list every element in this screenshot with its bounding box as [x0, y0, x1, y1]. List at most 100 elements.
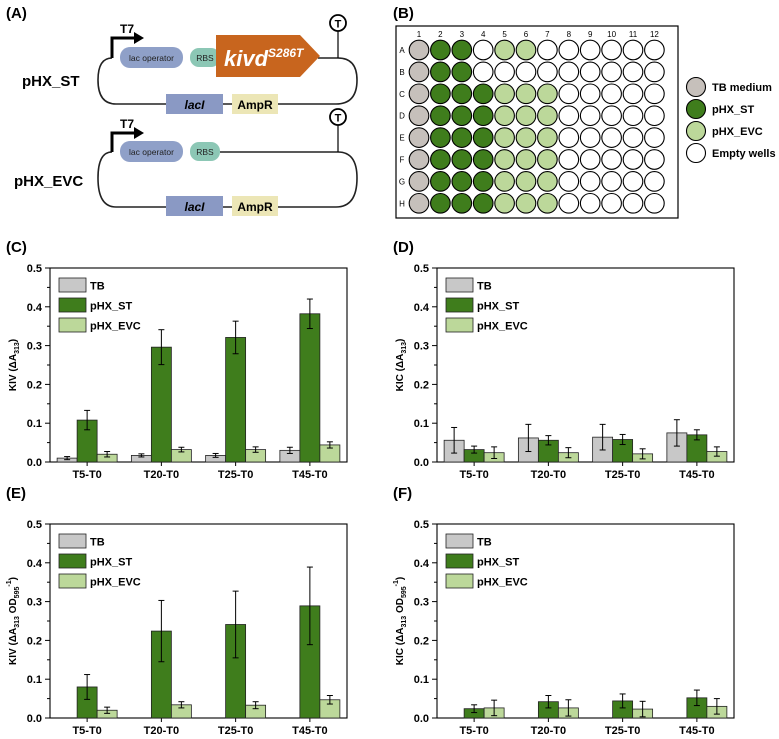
plate-well: [601, 171, 622, 192]
ampr-label-evc: AmpR: [237, 200, 273, 214]
plate-well: [601, 83, 622, 105]
plate-well: [644, 127, 665, 148]
promoter-label-evc: T7: [120, 117, 134, 131]
legend-swatch: [445, 317, 474, 333]
y-axis-label-sub: 313: [401, 616, 408, 628]
plate-col-label: 4: [481, 30, 486, 39]
legend-swatch: [58, 553, 87, 569]
chart-f: 0.0 0.1 0.2 0.3 0.4 0.5 KIC (ΔA313 OD595-1) T5-…: [393, 519, 735, 737]
y-tick-label: 0.0: [27, 713, 42, 725]
x-tick-label: T20-T0: [144, 725, 179, 734]
plate-well: [601, 39, 622, 61]
legend-label: pHX_ST: [477, 557, 519, 569]
panel-label-e: (E): [6, 485, 26, 502]
plate-row-labels: A B C D E F G H: [399, 46, 405, 208]
y-axis-label-sup: -1: [393, 580, 400, 586]
plate-well: [537, 192, 558, 214]
plate-well: [579, 39, 601, 61]
x-tick-label: T45-T0: [292, 469, 327, 481]
plate-well: [472, 83, 494, 105]
ampr-st: [232, 94, 278, 114]
y-axis-label-sub: 313: [401, 342, 408, 354]
terminator-icon-evc: [329, 108, 347, 126]
plate-well: [430, 192, 451, 214]
plate-well: [494, 105, 515, 127]
plot-frame: [436, 523, 735, 719]
x-tick-label: T45-T0: [679, 725, 714, 734]
y-tick-label: 0.2: [27, 635, 42, 647]
y-tick-label: 0.1: [27, 418, 42, 430]
y-axis-label: KIC (ΔA313): [395, 339, 408, 392]
plate-well: [579, 192, 601, 214]
plasmid-evc: T7 lac operator RBS T lacI AmpR pHX_EVC: [14, 108, 358, 216]
plate-well: [515, 61, 537, 83]
ampr-evc: [232, 196, 278, 216]
y-axis-label-sub: 313: [14, 342, 21, 354]
plate-well: [537, 61, 558, 83]
plate-well: [472, 149, 494, 170]
laci-st: [166, 94, 223, 114]
legend-label: TB: [90, 281, 105, 293]
promoter-arrowhead-st: [134, 32, 144, 44]
plate-well: [601, 149, 622, 170]
terminator-icon-st: [329, 14, 347, 32]
plate-well: [558, 127, 580, 148]
legend-swatch: [445, 553, 474, 569]
legend-label: pHX_ST: [90, 301, 132, 313]
lac-operator-st: [120, 47, 183, 68]
plate-well: [515, 105, 537, 127]
plate-well: [644, 171, 665, 192]
panel-a: (A) T7 lac operator RBS kivdS286T T lacI…: [6, 5, 358, 216]
legend-swatch: [445, 297, 474, 313]
plate-row-label: G: [399, 177, 405, 186]
plate-well: [472, 61, 494, 83]
legend-swatch: [445, 573, 474, 589]
plate-legend-marker: [685, 142, 707, 164]
plasmid-name-evc: pHX_EVC: [14, 173, 83, 190]
plate-well: [430, 83, 451, 105]
plate-well: [579, 61, 601, 83]
plate-well: [644, 149, 665, 170]
y-tick-label: 0.5: [414, 263, 429, 275]
y-axis-label-main: KIV (ΔA: [8, 354, 19, 391]
plate-well: [579, 171, 601, 192]
rbs-evc: [190, 142, 220, 161]
plate-legend-label: pHX_ST: [712, 104, 754, 116]
legend-label: TB: [90, 537, 105, 549]
plate-well: [644, 39, 665, 61]
plate-well: [537, 149, 558, 170]
legend-label: TB: [477, 537, 492, 549]
plate-well: [408, 149, 430, 170]
plate-well: [622, 105, 644, 127]
plate-well: [408, 105, 430, 127]
x-tick-label: T5-T0: [459, 725, 488, 734]
plate-well: [408, 61, 430, 83]
plate-col-label: 11: [629, 30, 638, 39]
plate-legend-marker: [685, 120, 707, 142]
plate-well: [408, 192, 430, 214]
y-tick-label: 0.2: [27, 379, 42, 391]
plate-well: [558, 192, 580, 214]
promoter-label-st: T7: [120, 22, 134, 36]
kivd-name: kivd: [224, 46, 269, 71]
plate-well: [494, 192, 515, 214]
y-tick-label: 0.4: [414, 302, 430, 314]
plate-well: [430, 61, 451, 83]
x-tick-label: T45-T0: [292, 725, 327, 734]
legend-label: pHX_ST: [477, 301, 519, 313]
plasmid-st-backbone: [97, 57, 358, 105]
lac-operator-label-st: lac operator: [129, 53, 174, 63]
chart-c: 0.0 0.1 0.2 0.3 0.4 0.5 KIV (ΔA313) T5-T0 T20-T0…: [8, 263, 348, 481]
legend-label: pHX_EVC: [90, 577, 141, 589]
chart-e: 0.0 0.1 0.2 0.3 0.4 0.5 KIV (ΔA313 OD595-1) T5-…: [6, 519, 348, 737]
plate-well: [451, 149, 473, 170]
bar-phx-st: [225, 337, 247, 463]
y-axis-label-end: ): [395, 339, 406, 342]
plate-well: [622, 83, 644, 105]
plate-col-label: 9: [588, 30, 593, 39]
plate-well: [622, 61, 644, 83]
plate-wells: [408, 39, 665, 214]
y-tick-label: 0.4: [414, 558, 430, 570]
y-tick-label: 0.1: [414, 418, 429, 430]
